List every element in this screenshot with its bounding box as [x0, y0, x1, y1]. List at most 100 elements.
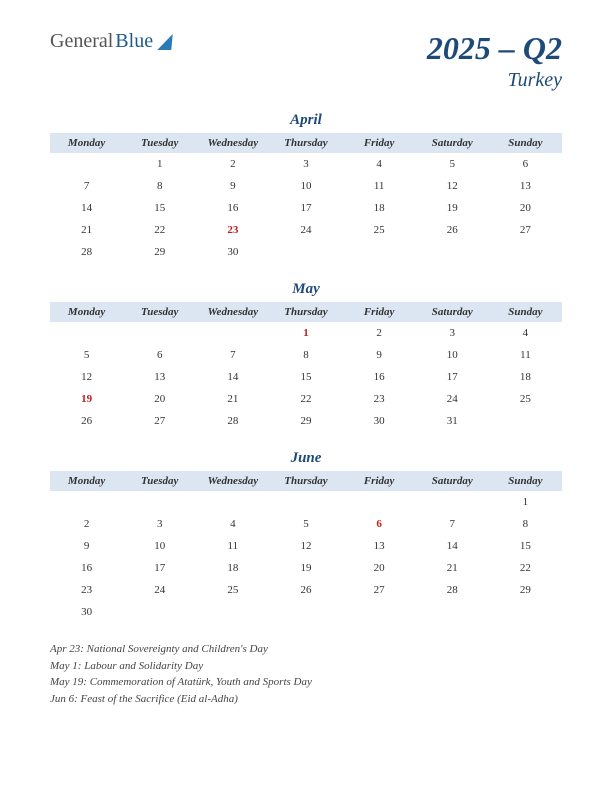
calendar-cell: 26	[269, 579, 342, 601]
logo-text-2: Blue	[115, 30, 153, 53]
calendar-cell: 30	[343, 410, 416, 432]
weekday-header: Thursday	[269, 133, 342, 153]
calendar-cell: 24	[269, 219, 342, 241]
calendar-table: MondayTuesdayWednesdayThursdayFridaySatu…	[50, 133, 562, 263]
calendar-cell: 18	[489, 366, 562, 388]
calendar-cell: 28	[196, 410, 269, 432]
calendar-cell: 9	[196, 175, 269, 197]
calendar-cell: 11	[489, 344, 562, 366]
page-subtitle: Turkey	[427, 69, 562, 92]
calendar-cell: 10	[416, 344, 489, 366]
calendar-cell: 1	[123, 153, 196, 175]
calendar-cell: 8	[123, 175, 196, 197]
calendar-cell: 16	[50, 557, 123, 579]
calendar-cell	[269, 491, 342, 513]
calendar-table: MondayTuesdayWednesdayThursdayFridaySatu…	[50, 471, 562, 623]
calendar-cell: 6	[123, 344, 196, 366]
weekday-header: Thursday	[269, 471, 342, 491]
month-name: April	[50, 112, 562, 129]
calendar-cell: 29	[489, 579, 562, 601]
calendar-row: 21222324252627	[50, 219, 562, 241]
calendar-cell: 6	[343, 513, 416, 535]
calendar-row: 30	[50, 601, 562, 623]
holiday-notes: Apr 23: National Sovereignty and Childre…	[50, 641, 390, 707]
calendar-row: 16171819202122	[50, 557, 562, 579]
header: GeneralBlue 2025 – Q2 Turkey	[50, 30, 562, 92]
calendar-cell: 3	[123, 513, 196, 535]
calendar-cell: 22	[123, 219, 196, 241]
calendar-cell: 21	[196, 388, 269, 410]
calendar-cell: 28	[416, 579, 489, 601]
weekday-header: Monday	[50, 471, 123, 491]
calendar-cell	[196, 491, 269, 513]
calendar-cell: 26	[416, 219, 489, 241]
calendar-cell: 14	[196, 366, 269, 388]
calendar-cell: 20	[489, 197, 562, 219]
calendar-cell: 11	[343, 175, 416, 197]
calendar-cell: 5	[50, 344, 123, 366]
calendar-cell: 8	[269, 344, 342, 366]
calendar-cell: 4	[196, 513, 269, 535]
calendar-cell: 27	[343, 579, 416, 601]
calendar-cell	[50, 491, 123, 513]
calendar-cell: 23	[50, 579, 123, 601]
calendar-cell: 7	[416, 513, 489, 535]
calendar-cell: 7	[196, 344, 269, 366]
calendar-cell: 21	[416, 557, 489, 579]
calendar-cell: 16	[196, 197, 269, 219]
calendar-cell: 29	[123, 241, 196, 263]
calendar-cell: 5	[416, 153, 489, 175]
calendar-cell	[416, 601, 489, 623]
calendar-cell: 29	[269, 410, 342, 432]
calendar-row: 123456	[50, 153, 562, 175]
page-title: 2025 – Q2	[427, 30, 562, 67]
calendar-cell: 10	[123, 535, 196, 557]
calendar-cell: 17	[123, 557, 196, 579]
calendar-cell	[489, 241, 562, 263]
calendar-cell	[489, 410, 562, 432]
calendar-cell	[416, 491, 489, 513]
calendar-cell: 12	[269, 535, 342, 557]
calendar-row: 262728293031	[50, 410, 562, 432]
calendar-row: 567891011	[50, 344, 562, 366]
calendar-cell: 2	[343, 322, 416, 344]
calendar-cell: 19	[416, 197, 489, 219]
calendar-cell: 1	[489, 491, 562, 513]
calendar-cell: 2	[50, 513, 123, 535]
calendar-row: 14151617181920	[50, 197, 562, 219]
calendar-cell: 19	[50, 388, 123, 410]
calendar-cell: 21	[50, 219, 123, 241]
calendar-cell: 23	[196, 219, 269, 241]
month-block: June MondayTuesdayWednesdayThursdayFriday…	[50, 450, 562, 623]
calendar-cell: 27	[123, 410, 196, 432]
calendar-cell	[343, 491, 416, 513]
calendar-cell: 15	[489, 535, 562, 557]
calendar-cell: 27	[489, 219, 562, 241]
calendar-cell	[50, 322, 123, 344]
logo-text-1: General	[50, 30, 113, 53]
calendar-cell: 8	[489, 513, 562, 535]
calendar-cell: 19	[269, 557, 342, 579]
weekday-header: Tuesday	[123, 133, 196, 153]
calendar-row: 23242526272829	[50, 579, 562, 601]
calendar-table: MondayTuesdayWednesdayThursdayFridaySatu…	[50, 302, 562, 432]
calendar-cell: 16	[343, 366, 416, 388]
calendar-cell: 17	[416, 366, 489, 388]
holiday-note: Jun 6: Feast of the Sacrifice (Eid al-Ad…	[50, 691, 390, 708]
calendar-cell	[343, 601, 416, 623]
calendar-cell	[343, 241, 416, 263]
logo-sail-icon	[157, 34, 172, 50]
weekday-header: Monday	[50, 133, 123, 153]
weekday-header: Saturday	[416, 302, 489, 322]
calendar-cell: 13	[489, 175, 562, 197]
calendar-row: 19202122232425	[50, 388, 562, 410]
calendar-cell: 23	[343, 388, 416, 410]
month-name: June	[50, 450, 562, 467]
calendar-cell: 4	[489, 322, 562, 344]
calendar-cell: 9	[343, 344, 416, 366]
calendar-cell: 15	[269, 366, 342, 388]
month-name: May	[50, 281, 562, 298]
calendar-row: 1234	[50, 322, 562, 344]
calendar-cell: 14	[50, 197, 123, 219]
calendar-row: 78910111213	[50, 175, 562, 197]
